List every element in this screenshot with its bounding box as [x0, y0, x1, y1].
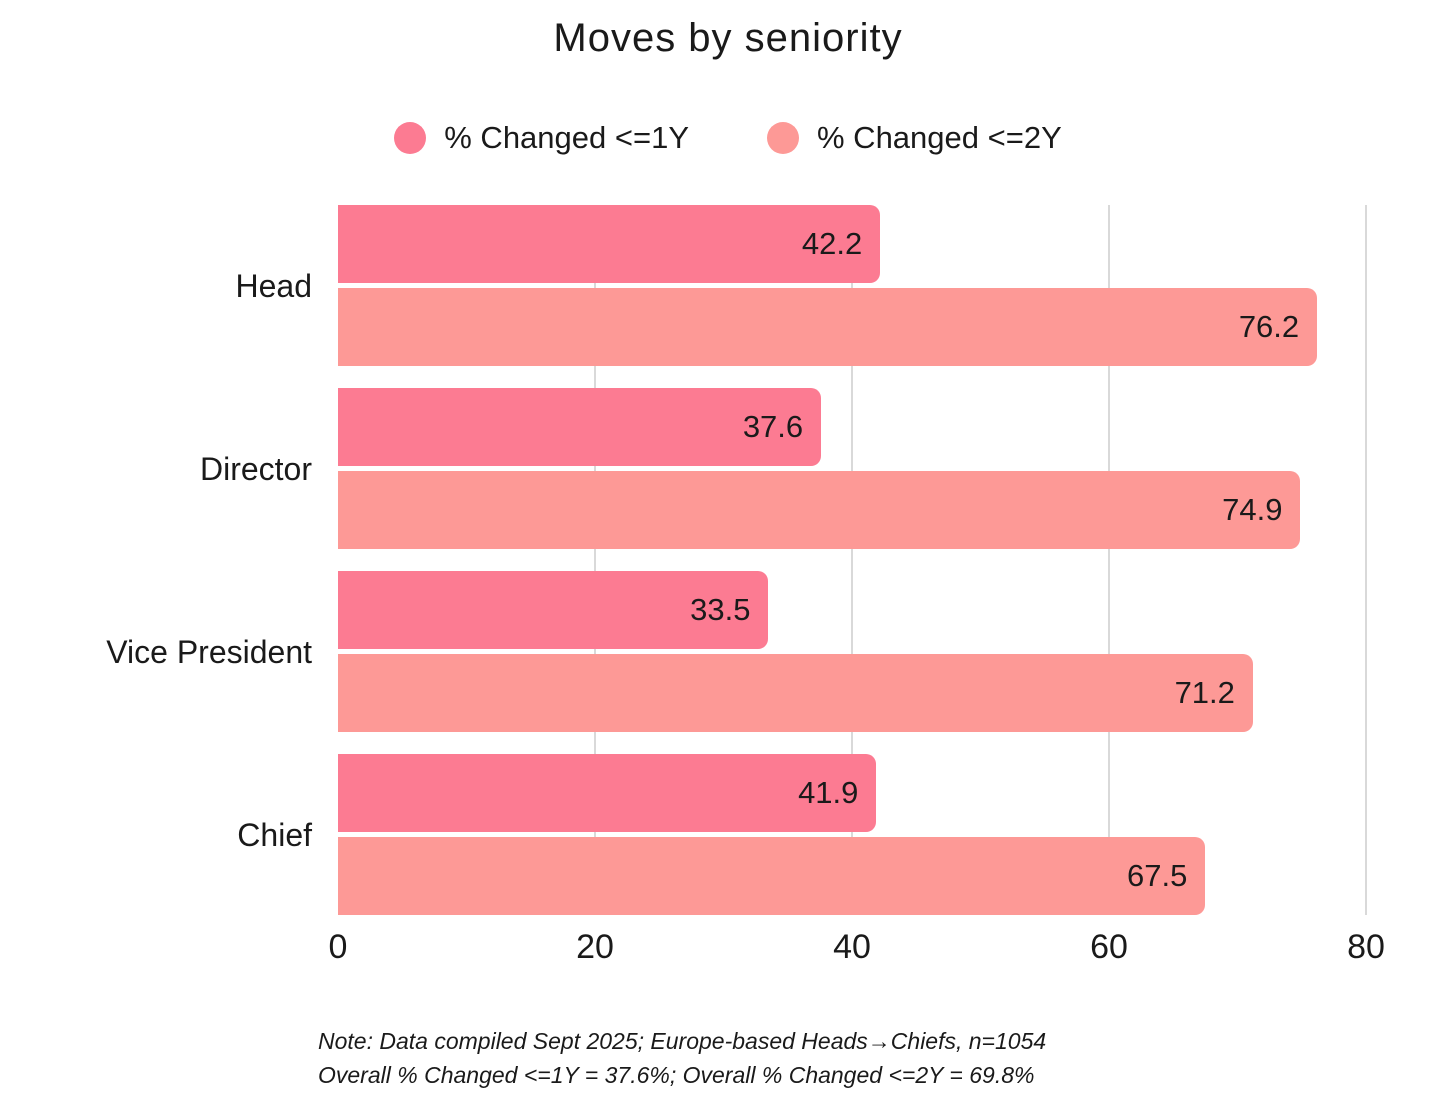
- gridline-x-40: [851, 205, 853, 915]
- legend: % Changed <=1Y % Changed <=2Y: [0, 120, 1456, 156]
- category-label-chief: Chief: [237, 816, 312, 853]
- x-tick-label-40: 40: [833, 928, 871, 966]
- legend-item-changed-1y: % Changed <=1Y: [394, 120, 689, 156]
- bar-value-label: 71.2: [1174, 675, 1235, 710]
- bar-chief-series-1: 41.9: [338, 754, 877, 832]
- category-label-vice-president: Vice President: [106, 633, 312, 670]
- bar-value-label: 67.5: [1127, 858, 1188, 893]
- x-tick-label-80: 80: [1347, 928, 1385, 966]
- bar-value-label: 42.2: [801, 226, 863, 261]
- gridline-x-60: [1108, 205, 1110, 915]
- bar-value-label: 74.9: [1222, 492, 1283, 527]
- bar-value-label: 76.2: [1238, 309, 1300, 344]
- x-tick-label-20: 20: [576, 928, 614, 966]
- bar-value-label: 37.6: [742, 409, 804, 444]
- category-label-head: Head: [235, 267, 313, 304]
- legend-label-1y: % Changed <=1Y: [444, 120, 689, 155]
- legend-item-changed-2y: % Changed <=2Y: [767, 120, 1062, 156]
- legend-swatch-2y-icon: [767, 122, 799, 154]
- bar-head-series-1: 42.2: [338, 205, 881, 283]
- category-label-director: Director: [199, 450, 312, 487]
- legend-swatch-1y-icon: [394, 122, 427, 154]
- bar-head-series-2: 76.2: [338, 288, 1318, 366]
- chart-title: Moves by seniority: [553, 16, 903, 60]
- x-tick-label-60: 60: [1090, 928, 1128, 966]
- gridline-x-80: [1365, 205, 1367, 915]
- footnote-line-1: Note: Data compiled Sept 2025; Europe-ba…: [318, 1028, 1047, 1054]
- gridline-x-20: [594, 205, 596, 915]
- footnote-line-2: Overall % Changed <=1Y = 37.6%; Overall …: [318, 1062, 1035, 1088]
- x-tick-label-0: 0: [328, 928, 348, 966]
- bar-value-label: 41.9: [798, 775, 859, 810]
- bar-value-label: 33.5: [690, 592, 751, 627]
- bar-chief-series-2: 67.5: [338, 837, 1206, 915]
- legend-label-2y: % Changed <=2Y: [817, 120, 1062, 155]
- bar-director-series-1: 37.6: [338, 388, 822, 466]
- bar-vice-president-series-1: 33.5: [338, 571, 769, 649]
- bar-vice-president-series-2: 71.2: [338, 654, 1253, 732]
- bar-director-series-2: 74.9: [338, 471, 1301, 549]
